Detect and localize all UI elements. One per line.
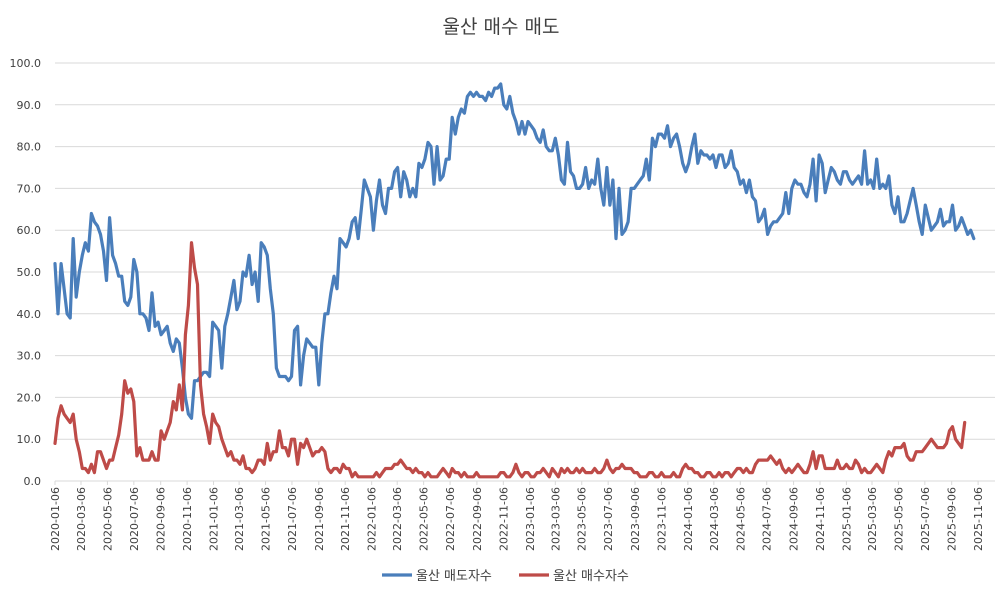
y-tick-label: 20.0 (17, 391, 42, 404)
x-tick-label: 2022-01-06 (366, 487, 379, 551)
x-tick-label: 2024-11-06 (814, 487, 827, 551)
x-tick-label: 2022-07-06 (444, 487, 457, 551)
series-line-2 (53, 241, 967, 479)
x-tick-label: 2021-11-06 (339, 487, 352, 551)
x-tick-label: 2025-07-06 (919, 487, 932, 551)
x-tick-label: 2025-01-06 (840, 487, 853, 551)
x-tick-label: 2020-03-06 (75, 487, 88, 551)
legend-label-1: 울산 매도자수 (416, 569, 492, 584)
y-tick-label: 50.0 (17, 266, 42, 279)
x-tick-label: 2022-03-06 (391, 487, 404, 551)
x-axis-ticks: 2020-01-06 2020-03-06 2020-05-06 2020-07-06… (49, 481, 985, 551)
x-tick-label: 2024-01-06 (682, 487, 695, 551)
legend: 울산 매도자수 울산 매수자수 (382, 569, 629, 584)
x-tick-label: 2021-09-06 (313, 487, 326, 551)
x-tick-label: 2020-05-06 (101, 487, 114, 551)
chart-title: 울산 매수 매도 (442, 16, 560, 38)
x-tick-label: 2020-09-06 (155, 487, 168, 551)
y-tick-label: 80.0 (17, 141, 42, 154)
series-line-1 (53, 82, 976, 420)
x-tick-label: 2020-07-06 (128, 487, 141, 551)
legend-label-2: 울산 매수자수 (553, 569, 629, 584)
x-tick-label: 2025-09-06 (946, 487, 959, 551)
x-tick-label: 2020-11-06 (181, 487, 194, 551)
x-tick-label: 2023-03-06 (549, 487, 562, 551)
x-tick-label: 2023-09-06 (629, 487, 642, 551)
x-tick-label: 2020-01-06 (49, 487, 62, 551)
x-tick-label: 2021-07-06 (286, 487, 299, 551)
x-tick-label: 2023-05-06 (576, 487, 589, 551)
y-tick-label: 30.0 (17, 350, 42, 363)
y-tick-label: 40.0 (17, 308, 42, 321)
x-tick-label: 2024-03-06 (708, 487, 721, 551)
y-axis-ticks: 0.0 10.0 20.0 30.0 40.0 50.0 60.0 70.0 80.0 90.0 1… (10, 57, 42, 488)
x-tick-label: 2025-05-06 (892, 487, 905, 551)
x-tick-label: 2024-07-06 (761, 487, 774, 551)
y-tick-label: 60.0 (17, 224, 42, 237)
y-tick-label: 0.0 (24, 475, 42, 488)
x-tick-label: 2024-05-06 (734, 487, 747, 551)
x-tick-label: 2022-11-06 (497, 487, 510, 551)
x-tick-label: 2021-03-06 (233, 487, 246, 551)
x-tick-label: 2025-11-06 (972, 487, 985, 551)
x-tick-label: 2024-09-06 (788, 487, 801, 551)
y-tick-label: 70.0 (17, 182, 42, 195)
y-tick-label: 100.0 (10, 57, 42, 70)
x-tick-label: 2023-01-06 (524, 487, 537, 551)
series-layer (53, 82, 976, 479)
y-tick-label: 10.0 (17, 433, 42, 446)
grid-lines (55, 62, 995, 440)
x-tick-label: 2022-05-06 (418, 487, 431, 551)
y-tick-label: 90.0 (17, 99, 42, 112)
x-tick-label: 2021-01-06 (208, 487, 221, 551)
x-tick-label: 2025-03-06 (866, 487, 879, 551)
x-tick-label: 2023-07-06 (602, 487, 615, 551)
x-tick-label: 2021-05-06 (260, 487, 273, 551)
x-tick-label: 2023-11-06 (655, 487, 668, 551)
x-tick-label: 2022-09-06 (471, 487, 484, 551)
